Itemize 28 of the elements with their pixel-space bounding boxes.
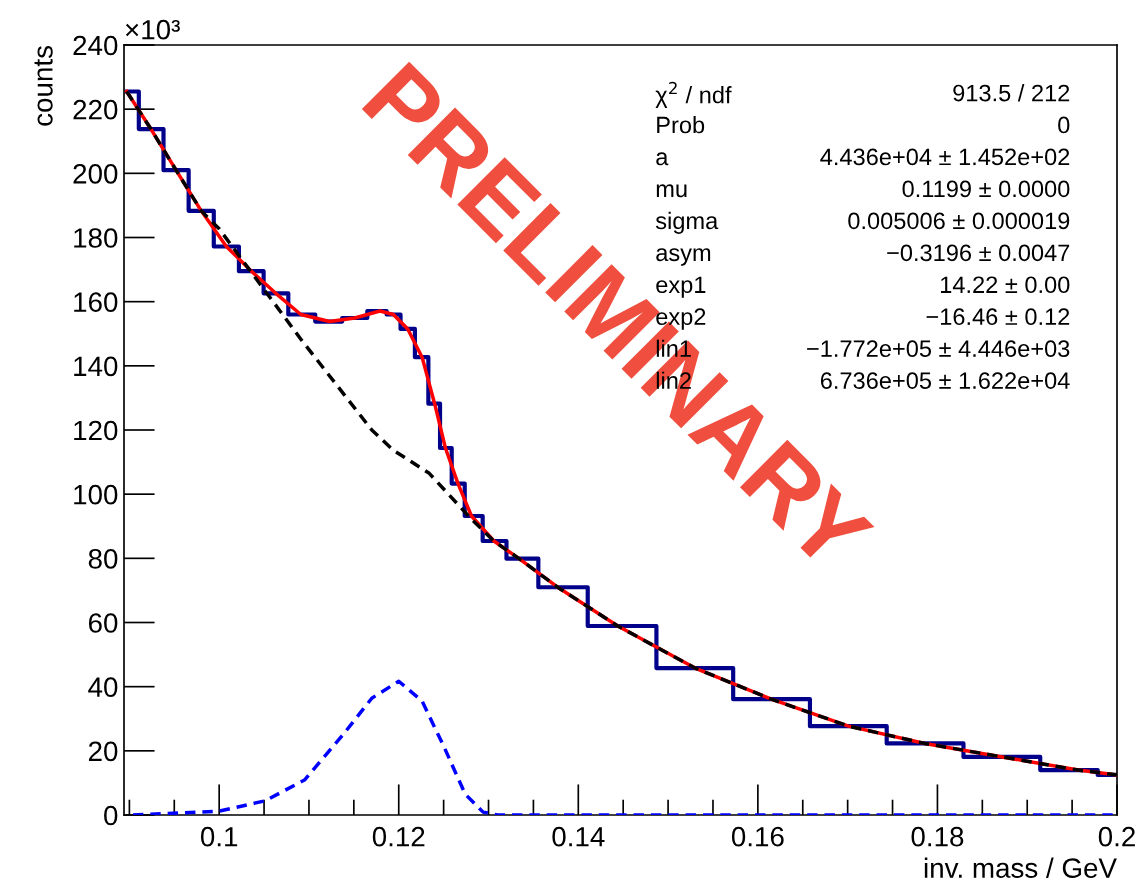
x-tick-label: 0.14 bbox=[552, 826, 605, 847]
y-tick-label: 240 bbox=[73, 35, 118, 56]
y-tick-label: 80 bbox=[88, 549, 118, 569]
y-tick-label: 40 bbox=[88, 677, 118, 698]
annotation: 913.5 / 212 bbox=[953, 84, 1070, 102]
x-tick-label: 0.1 bbox=[200, 826, 238, 847]
annotation: 0.1199 ± 0.0000 bbox=[902, 180, 1070, 198]
y-tick-label: 100 bbox=[74, 484, 118, 505]
annotation: 14.22 ± 0.00 bbox=[941, 276, 1070, 294]
y-tick-label: 200 bbox=[73, 164, 118, 184]
y-tick-label: 160 bbox=[74, 292, 118, 313]
y-tick-label: 0 bbox=[104, 805, 118, 826]
x-axis-title: inv. mass / GeV bbox=[924, 857, 1117, 878]
y-tick-label: 20 bbox=[88, 741, 118, 762]
annotation: −0.3196 ± 0.0047 bbox=[887, 244, 1070, 262]
x-tick-label: 0.12 bbox=[372, 826, 425, 847]
y-tick-label: 220 bbox=[73, 99, 118, 120]
y-tick-label: 60 bbox=[88, 613, 118, 633]
x-tick-label: 0.16 bbox=[731, 826, 784, 847]
annotation: 0 bbox=[1058, 116, 1070, 134]
x-tick-label: 0.18 bbox=[911, 826, 964, 847]
x-tick-label: 0.2 bbox=[1098, 826, 1135, 847]
text: ×10³ bbox=[125, 19, 180, 40]
y-tick-label: 120 bbox=[74, 420, 118, 441]
y-tick-label: 140 bbox=[74, 356, 118, 377]
annotation: −16.46 ± 0.12 bbox=[926, 308, 1070, 326]
y-axis-title: counts bbox=[34, 46, 53, 126]
y-tick-label: 180 bbox=[74, 228, 118, 248]
